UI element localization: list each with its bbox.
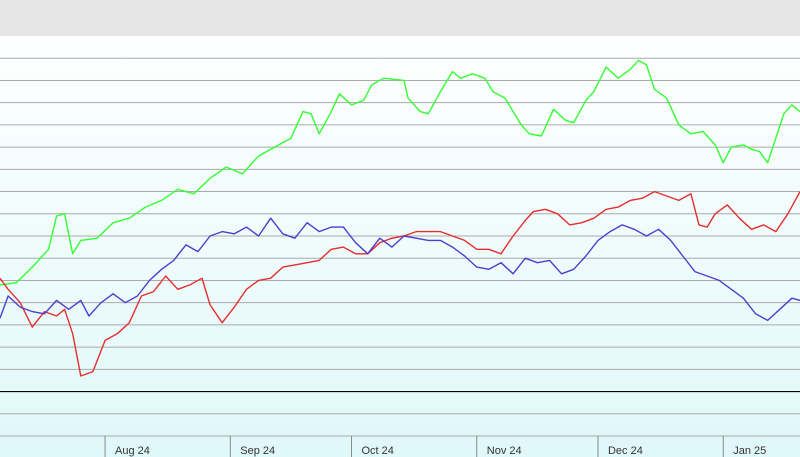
x-tick-label: Oct 24 [362, 445, 394, 457]
series-layer [0, 59, 800, 377]
x-axis: Aug 24 Sep 24 Oct 24 Nov 24 Dec 24 Jan 25 [0, 435, 800, 457]
x-tick-label: Jan 25 [733, 445, 766, 457]
chart-header-band [0, 0, 800, 36]
x-tick-label: Nov 24 [487, 445, 522, 457]
red-series-line [0, 190, 800, 377]
plot-background [0, 36, 800, 457]
x-tick-label: Dec 24 [608, 445, 643, 457]
x-tick-label: Sep 24 [240, 445, 275, 457]
green-series-line [0, 59, 800, 286]
blue-series-line [0, 217, 800, 322]
x-tick-label: Aug 24 [115, 445, 150, 457]
grid [0, 57, 800, 415]
